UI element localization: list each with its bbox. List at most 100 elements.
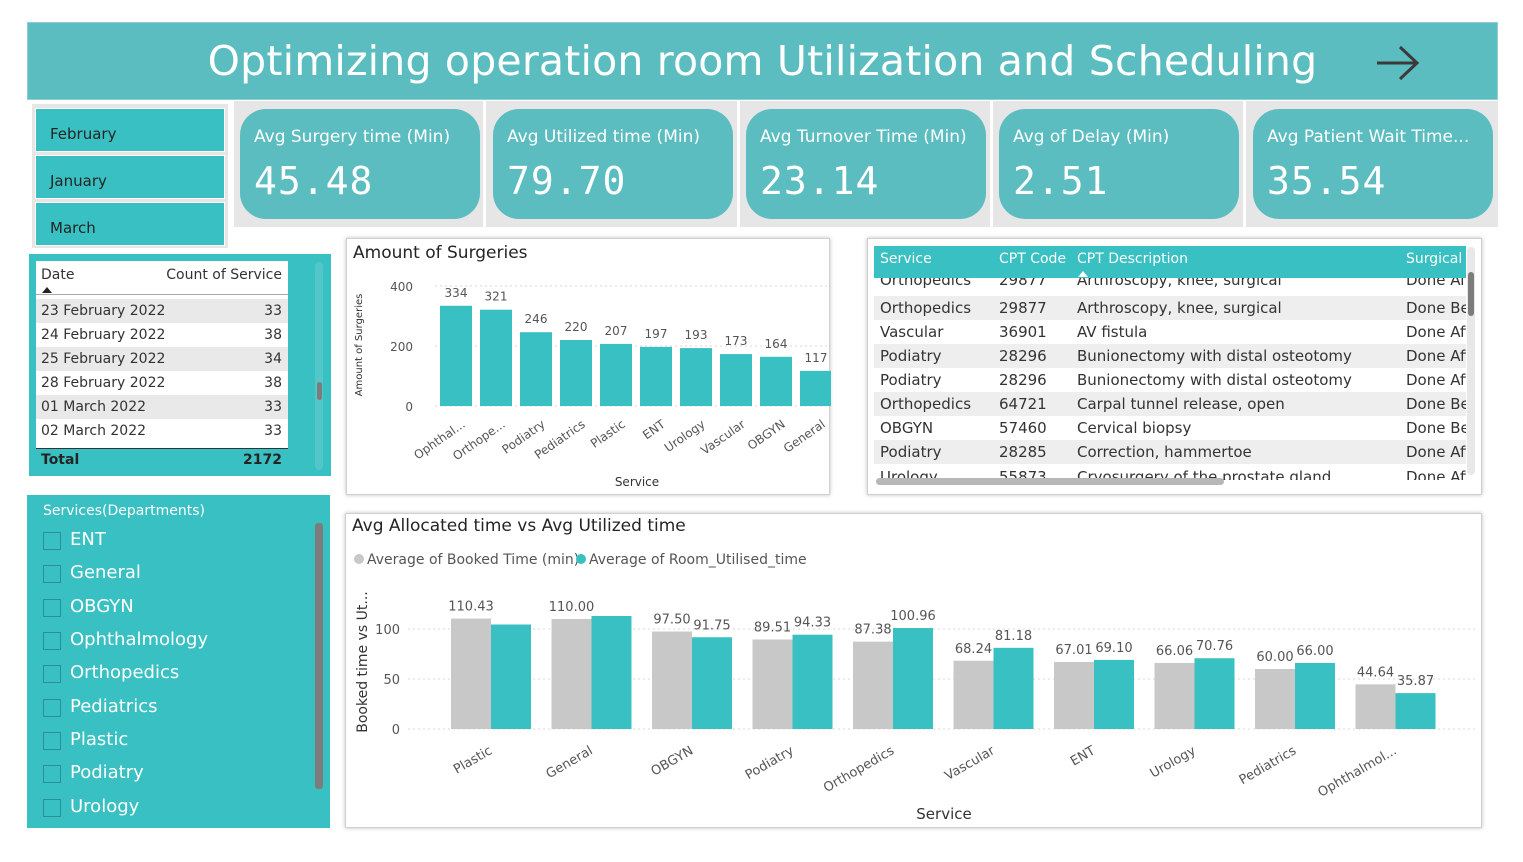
booked-time-bar[interactable] xyxy=(752,639,793,729)
bar[interactable] xyxy=(480,309,512,406)
slicer-item-label: Podiatry xyxy=(70,762,144,783)
table-row[interactable]: Podiatry 28296 Bunionectomy with distal os… xyxy=(874,344,1466,368)
utilized-time-bar[interactable] xyxy=(1094,659,1134,729)
total-value: 2172 xyxy=(243,452,282,468)
booked-time-bar[interactable] xyxy=(1054,661,1094,729)
checkbox[interactable] xyxy=(43,732,61,750)
count-cell: 38 xyxy=(264,327,282,343)
table-row[interactable]: 01 March 2022 33 xyxy=(36,395,288,419)
sort-ascending-icon xyxy=(42,287,52,293)
horizontal-scrollbar[interactable] xyxy=(876,478,1224,485)
column-header-surgical[interactable]: Surgical T xyxy=(1406,251,1476,267)
checkbox[interactable] xyxy=(43,765,61,783)
checkbox[interactable] xyxy=(43,532,61,550)
table-row[interactable]: 02 March 2022 33 xyxy=(36,419,288,443)
column-header-cpt-description[interactable]: CPT Description xyxy=(1077,251,1188,267)
bar[interactable] xyxy=(800,370,831,406)
data-label: 70.76 xyxy=(1196,639,1233,654)
utilized-time-bar[interactable] xyxy=(692,637,732,729)
utilized-time-bar[interactable] xyxy=(1295,663,1335,729)
y-tick-label: 200 xyxy=(390,340,413,354)
table-row[interactable]: Orthopedics 29877 Arthroscopy, knee, sur… xyxy=(874,278,1466,292)
bar[interactable] xyxy=(520,332,552,406)
column-header-count[interactable]: Count of Service xyxy=(166,267,282,283)
bar[interactable] xyxy=(560,340,592,406)
bar[interactable] xyxy=(600,343,632,406)
service-cell: Urology xyxy=(880,468,938,480)
bar[interactable] xyxy=(680,348,712,406)
checkbox[interactable] xyxy=(43,799,61,817)
table-row[interactable]: 28 February 2022 38 xyxy=(36,371,288,395)
x-tick-label: Plastic xyxy=(588,417,628,451)
data-label: 334 xyxy=(445,286,468,300)
table-row[interactable]: 24 February 2022 38 xyxy=(36,323,288,347)
checkbox[interactable] xyxy=(43,699,61,717)
kpi-value: 45.48 xyxy=(254,159,374,203)
month-button-march[interactable]: March xyxy=(35,202,225,246)
table-row[interactable]: Orthopedics 64721 Carpal tunnel release, o… xyxy=(874,392,1466,416)
date-cell: 28 February 2022 xyxy=(41,375,166,391)
code-cell: 28296 xyxy=(999,347,1047,365)
x-tick-label: Plastic xyxy=(451,743,495,777)
slicer-header: Services(Departments) xyxy=(43,503,205,519)
table-row[interactable]: Urology 55873 Cryosurgery of the prostat… xyxy=(874,468,1466,480)
date-cell: 25 February 2022 xyxy=(41,351,166,367)
utilized-time-bar[interactable] xyxy=(591,616,632,729)
booked-time-bar[interactable] xyxy=(1255,669,1295,729)
scrollbar-thumb[interactable] xyxy=(1468,272,1474,316)
utilized-time-bar[interactable] xyxy=(993,647,1034,729)
slicer-item-label: General xyxy=(70,562,141,583)
service-cell: Vascular xyxy=(880,323,944,341)
table-row[interactable]: 25 February 2022 34 xyxy=(36,347,288,371)
checkbox[interactable] xyxy=(43,565,61,583)
legend-label[interactable]: Average of Booked Time (min) xyxy=(367,552,579,568)
data-label: 173 xyxy=(725,334,748,348)
column-header-cpt-code[interactable]: CPT Code xyxy=(999,251,1067,267)
utilized-time-bar[interactable] xyxy=(1395,693,1436,729)
month-button-january[interactable]: January xyxy=(35,155,225,199)
arrow-right-icon[interactable] xyxy=(1375,43,1421,83)
vertical-scrollbar[interactable] xyxy=(1467,247,1475,475)
utilized-time-bar[interactable] xyxy=(893,628,933,729)
booked-time-bar[interactable] xyxy=(652,631,692,730)
utilized-time-bar[interactable] xyxy=(491,624,531,730)
booked-time-bar[interactable] xyxy=(451,618,491,729)
kpi-label: Avg Turnover Time (Min) xyxy=(760,127,967,147)
vertical-scrollbar[interactable] xyxy=(315,262,323,470)
surgical-cell: Done Aft xyxy=(1406,347,1466,365)
table-row[interactable]: Orthopedics 29877 Arthroscopy, knee, surgi… xyxy=(874,296,1466,320)
utilized-time-bar[interactable] xyxy=(1194,658,1235,729)
checkbox[interactable] xyxy=(43,632,61,650)
month-button-february[interactable]: February xyxy=(35,108,225,152)
checkbox[interactable] xyxy=(43,599,61,617)
bar[interactable] xyxy=(440,305,472,406)
booked-time-bar[interactable] xyxy=(953,660,994,729)
kpi-value: 79.70 xyxy=(507,159,627,203)
bar[interactable] xyxy=(720,354,752,406)
bar[interactable] xyxy=(640,346,672,406)
booked-time-bar[interactable] xyxy=(853,641,893,729)
bar[interactable] xyxy=(760,356,792,406)
table-row[interactable]: OBGYN 57460 Cervical biopsy Done Bef xyxy=(874,416,1466,440)
service-cell: Podiatry xyxy=(880,443,942,461)
data-label: 68.24 xyxy=(955,642,992,657)
column-header-service[interactable]: Service xyxy=(880,251,932,267)
x-tick-label: Vascular xyxy=(698,417,748,458)
utilized-time-bar[interactable] xyxy=(792,634,833,729)
count-cell: 34 xyxy=(264,351,282,367)
count-cell: 33 xyxy=(264,423,282,439)
booked-time-bar[interactable] xyxy=(1154,662,1195,729)
data-label: 117 xyxy=(805,351,828,365)
column-header-date[interactable]: Date xyxy=(41,267,75,283)
table-row[interactable]: 23 February 2022 33 xyxy=(36,299,288,323)
table-row[interactable]: Podiatry 28296 Bunionectomy with distal os… xyxy=(874,368,1466,392)
checkbox[interactable] xyxy=(43,665,61,683)
table-row[interactable]: Vascular 36901 AV fistula Done Aft xyxy=(874,320,1466,344)
table-row[interactable]: Podiatry 28285 Correction, hammertoe Done A… xyxy=(874,440,1466,464)
booked-time-bar[interactable] xyxy=(551,619,592,729)
kpi-divider xyxy=(737,101,740,227)
vertical-scrollbar[interactable] xyxy=(315,523,323,789)
booked-time-bar[interactable] xyxy=(1355,684,1396,729)
scrollbar-thumb[interactable] xyxy=(317,382,322,400)
legend-label[interactable]: Average of Room_Utilised_time xyxy=(589,552,807,568)
